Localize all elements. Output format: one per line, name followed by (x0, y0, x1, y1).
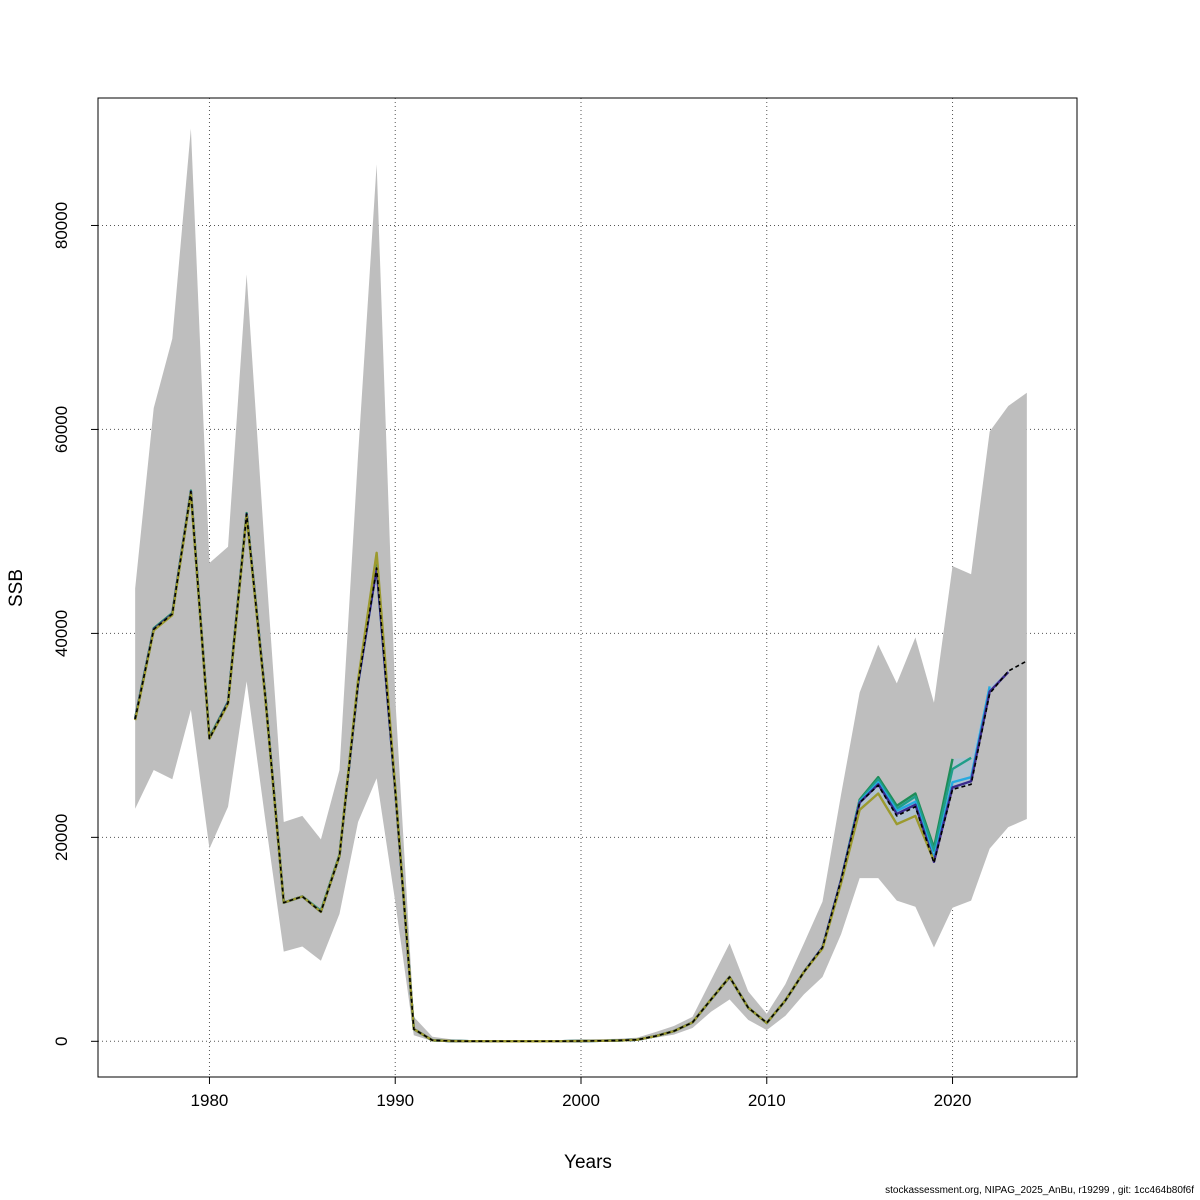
confidence-band (135, 128, 1027, 1042)
y-axis-title: SSB (6, 569, 27, 607)
y-tick-label-0: 0 (52, 1037, 71, 1046)
x-tick-label-2010: 2010 (748, 1091, 786, 1110)
y-tick-label-60000: 60000 (52, 406, 71, 453)
x-tick-label-2020: 2020 (934, 1091, 972, 1110)
series-lines (133, 489, 1028, 1043)
y-tick-label-20000: 20000 (52, 814, 71, 861)
footer-credit: stockassessment.org, NIPAG_2025_AnBu, r1… (885, 1185, 1194, 1196)
y-axis: 0 20000 40000 60000 80000 (52, 202, 99, 1046)
y-tick-label-80000: 80000 (52, 202, 71, 249)
x-axis-title: Years (564, 1152, 612, 1173)
x-axis: 1980 1990 2000 2010 2020 (191, 1076, 972, 1110)
x-tick-label-2000: 2000 (562, 1091, 600, 1110)
y-tick-label-40000: 40000 (52, 610, 71, 657)
x-tick-label-1990: 1990 (376, 1091, 414, 1110)
confidence-band-area (135, 128, 1027, 1042)
x-tick-label-1980: 1980 (191, 1091, 229, 1110)
series-line-6 (134, 490, 1028, 1043)
